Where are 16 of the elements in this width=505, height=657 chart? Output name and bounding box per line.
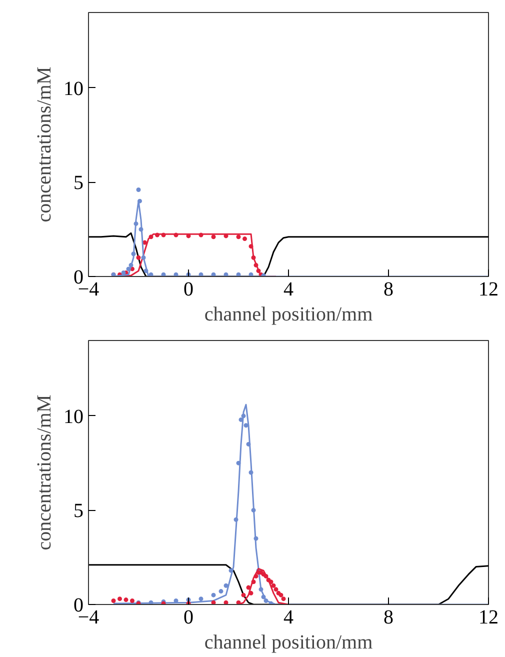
y-axis-title: concentrations/mM [34, 394, 56, 550]
x-tick-label: 12 [478, 278, 498, 300]
y-tick-label: 10 [64, 78, 84, 100]
x-tick-label: 0 [184, 278, 194, 300]
y-tick-label: 5 [74, 172, 84, 194]
x-axis-title: channel position/mm [204, 632, 374, 654]
x-tick-label: 8 [384, 278, 394, 300]
y-tick-label: 5 [74, 500, 84, 522]
x-tick-label: 4 [284, 278, 294, 300]
x-tick-label: 12 [478, 606, 498, 628]
x-tick-label: 4 [284, 606, 294, 628]
x-tick-label: 8 [384, 606, 394, 628]
y-axis-title: concentrations/mM [34, 66, 56, 222]
x-tick-label: 0 [184, 606, 194, 628]
y-tick-label: 10 [64, 406, 84, 428]
x-axis-title: channel position/mm [204, 304, 374, 326]
